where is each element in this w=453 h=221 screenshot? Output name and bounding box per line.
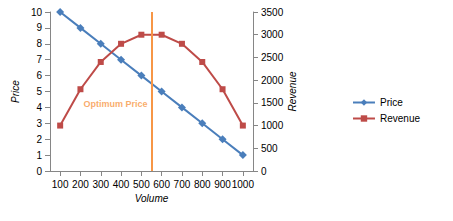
svg-text:600: 600: [153, 179, 170, 190]
svg-text:6: 6: [36, 70, 42, 81]
svg-text:Optimum Price: Optimum Price: [83, 99, 147, 109]
svg-text:0: 0: [261, 166, 267, 177]
svg-text:1000: 1000: [261, 120, 284, 131]
svg-text:700: 700: [174, 179, 191, 190]
svg-text:300: 300: [92, 179, 109, 190]
svg-text:3000: 3000: [261, 29, 284, 40]
svg-text:5: 5: [36, 86, 42, 97]
svg-text:2000: 2000: [261, 75, 284, 86]
svg-text:4: 4: [36, 102, 42, 113]
svg-text:Price: Price: [380, 97, 403, 108]
svg-text:1: 1: [36, 150, 42, 161]
svg-text:9: 9: [36, 22, 42, 33]
svg-text:500: 500: [261, 143, 278, 154]
svg-text:400: 400: [113, 179, 130, 190]
svg-text:Volume: Volume: [135, 193, 169, 204]
svg-text:Revenue: Revenue: [287, 71, 298, 111]
svg-text:0: 0: [36, 166, 42, 177]
svg-text:1000: 1000: [232, 179, 255, 190]
svg-text:7: 7: [36, 54, 42, 65]
svg-text:500: 500: [133, 179, 150, 190]
svg-text:8: 8: [36, 38, 42, 49]
svg-text:2500: 2500: [261, 52, 284, 63]
svg-text:2: 2: [36, 134, 42, 145]
svg-text:900: 900: [214, 179, 231, 190]
svg-text:3: 3: [36, 118, 42, 129]
svg-text:Revenue: Revenue: [380, 113, 420, 124]
svg-text:800: 800: [194, 179, 211, 190]
svg-text:10: 10: [31, 7, 43, 18]
svg-text:100: 100: [52, 179, 69, 190]
svg-text:3500: 3500: [261, 7, 284, 18]
svg-text:Price: Price: [10, 80, 21, 103]
svg-text:200: 200: [72, 179, 89, 190]
svg-text:1500: 1500: [261, 97, 284, 108]
